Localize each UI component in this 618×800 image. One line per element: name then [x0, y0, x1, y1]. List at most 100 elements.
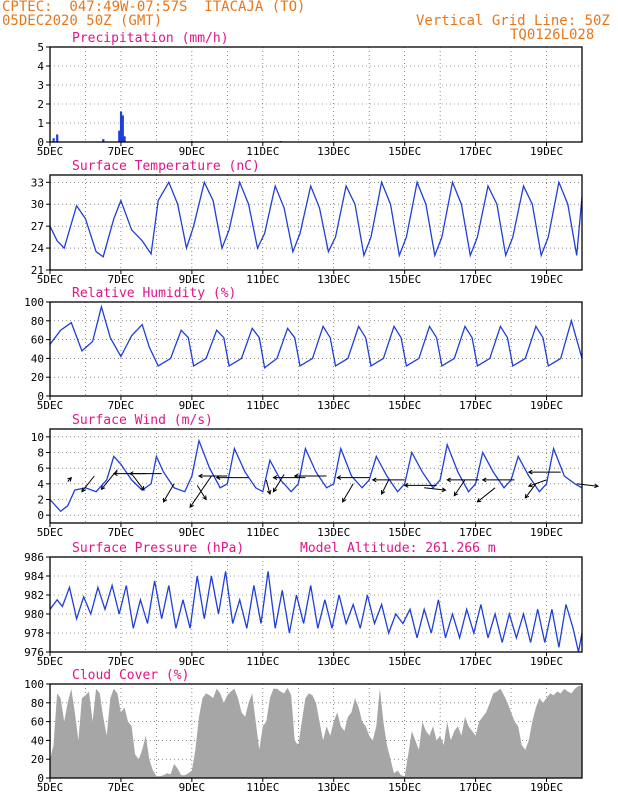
press-xtick-label: 17DEC [459, 655, 492, 668]
wind-ytick-label: 0 [37, 509, 44, 522]
press-annotation: Model Altitude: 261.266 m [300, 541, 496, 556]
wind-arrows [67, 469, 600, 509]
temp-xtick-label: 11DEC [246, 273, 279, 286]
temp-xtick-label: 17DEC [459, 273, 492, 286]
wind-arrow [524, 483, 537, 499]
wind-arrow [527, 469, 561, 475]
precip-bar [118, 130, 121, 142]
wind-panel: 0 2 4 6 8 10 5DEC 7DEC 9DEC 11DEC 13DEC 15DEC 17DEC 1… [31, 413, 600, 539]
precip-xtick-label: 7DEC [108, 145, 135, 158]
wind-xtick-label: 7DEC [108, 526, 135, 539]
rh-xtick-label: 15DEC [388, 399, 421, 412]
rh-ytick-label: 60 [31, 334, 44, 347]
wind-arrow [67, 476, 73, 482]
precip-panel: 0 1 2 3 4 5 5DEC 7DEC 9DEC 11DEC 13DEC 15DEC 17DEC 19… [37, 31, 583, 158]
press-xtick-label: 11DEC [246, 655, 279, 668]
precip-frame [49, 46, 583, 143]
rh-xtick-label: 11DEC [246, 399, 279, 412]
cloud-area [50, 685, 582, 778]
rh-xtick-label: 5DEC [37, 399, 64, 412]
wind-xtick-label: 17DEC [459, 526, 492, 539]
wind-arrow [197, 473, 228, 479]
temp-xtick-label: 5DEC [37, 273, 64, 286]
cloud-xtick-label: 11DEC [246, 781, 279, 794]
temp-xtick-label: 19DEC [530, 273, 563, 286]
wind-arrow [342, 483, 354, 503]
cloud-xtick-label: 5DEC [37, 781, 64, 794]
precip-ytick-label: 2 [37, 98, 44, 111]
press-xtick-label: 9DEC [179, 655, 206, 668]
rh-panel: 0 20 40 60 80 100 5DEC 7DEC 9DEC 11DEC 13DEC 15DEC 1… [24, 286, 583, 412]
wind-xtick-label: 19DEC [530, 526, 563, 539]
cloud-ytick-label: 100 [24, 678, 44, 691]
precip-ytick-label: 3 [37, 79, 44, 92]
wind-arrow [336, 475, 370, 480]
temp-xtick-label: 9DEC [179, 273, 206, 286]
header-grid-note: Vertical Grid Line: 50Z [416, 13, 610, 29]
rh-xtick-label: 13DEC [317, 399, 350, 412]
temp-ytick-label: 27 [31, 220, 44, 233]
wind-arrow [293, 473, 327, 479]
wind-ytick-label: 4 [37, 478, 44, 491]
cloud-xtick-label: 17DEC [459, 781, 492, 794]
rh-xtick-label: 7DEC [108, 399, 135, 412]
wind-arrow [189, 475, 212, 509]
press-ytick-label: 978 [24, 627, 44, 640]
wind-ytick-label: 10 [31, 431, 44, 444]
precip-bar [121, 115, 124, 142]
temp-ytick-label: 21 [31, 264, 44, 277]
rh-ytick-label: 20 [31, 371, 44, 384]
press-ytick-label: 982 [24, 589, 44, 602]
cloud-ytick-label: 80 [31, 697, 44, 710]
wind-ytick-label: 6 [37, 462, 44, 475]
press-grid [50, 557, 582, 652]
cloud-xtick-label: 19DEC [530, 781, 563, 794]
wind-xtick-label: 13DEC [317, 526, 350, 539]
wind-arrow [576, 483, 600, 489]
temp-xtick-label: 13DEC [317, 273, 350, 286]
precip-xtick-label: 15DEC [388, 145, 421, 158]
temp-panel: 21 24 27 30 33 5DEC 7DEC 9DEC 11DEC 13DEC 15DEC 17D… [31, 159, 583, 286]
rh-title: Relative Humidity (%) [72, 286, 236, 301]
press-ytick-label: 984 [24, 570, 44, 583]
rh-ytick-label: 0 [37, 390, 44, 403]
wind-arrow [272, 475, 306, 480]
rh-xtick-label: 19DEC [530, 399, 563, 412]
cloud-xtick-label: 15DEC [388, 781, 421, 794]
press-title: Surface Pressure (hPa) [72, 541, 244, 556]
press-xtick-label: 15DEC [388, 655, 421, 668]
temp-xtick-label: 7DEC [108, 273, 135, 286]
wind-arrow [265, 479, 272, 496]
wind-ytick-label: 8 [37, 447, 44, 460]
press-xtick-label: 19DEC [530, 655, 563, 668]
press-panel: 976 978 980 982 984 986 5DEC 7DEC 9DEC 11DEC 13DEC… [24, 541, 583, 668]
header-location: CPTEC: 047:49W-07:57S ITACAJA (TO) [2, 0, 306, 15]
wind-arrow [476, 487, 496, 503]
cloud-xtick-label: 7DEC [108, 781, 135, 794]
rh-ytick-label: 80 [31, 315, 44, 328]
wind-xtick-label: 15DEC [388, 526, 421, 539]
wind-arrow [128, 471, 162, 477]
header-date: 05DEC2020 50Z (GMT) [2, 13, 163, 29]
precip-bar [102, 139, 105, 142]
cloud-ytick-label: 0 [37, 772, 44, 785]
wind-arrow [481, 477, 515, 483]
press-xtick-label: 5DEC [37, 655, 64, 668]
press-xtick-label: 13DEC [317, 655, 350, 668]
rh-ytick-label: 100 [24, 296, 44, 309]
precip-bar [119, 111, 123, 142]
press-ytick-label: 986 [24, 551, 44, 564]
temp-ytick-label: 30 [31, 198, 44, 211]
wind-arrow [215, 475, 249, 480]
precip-bar [52, 138, 55, 142]
rh-series-line [49, 304, 583, 369]
wind-xtick-label: 5DEC [37, 526, 64, 539]
cloud-frame [49, 683, 583, 779]
wind-arrow [527, 479, 547, 488]
cloud-xtick-label: 9DEC [179, 781, 206, 794]
rh-xtick-label: 17DEC [459, 399, 492, 412]
precip-xtick-label: 11DEC [246, 145, 279, 158]
rh-frame [49, 301, 583, 397]
temp-ytick-label: 24 [31, 242, 45, 255]
